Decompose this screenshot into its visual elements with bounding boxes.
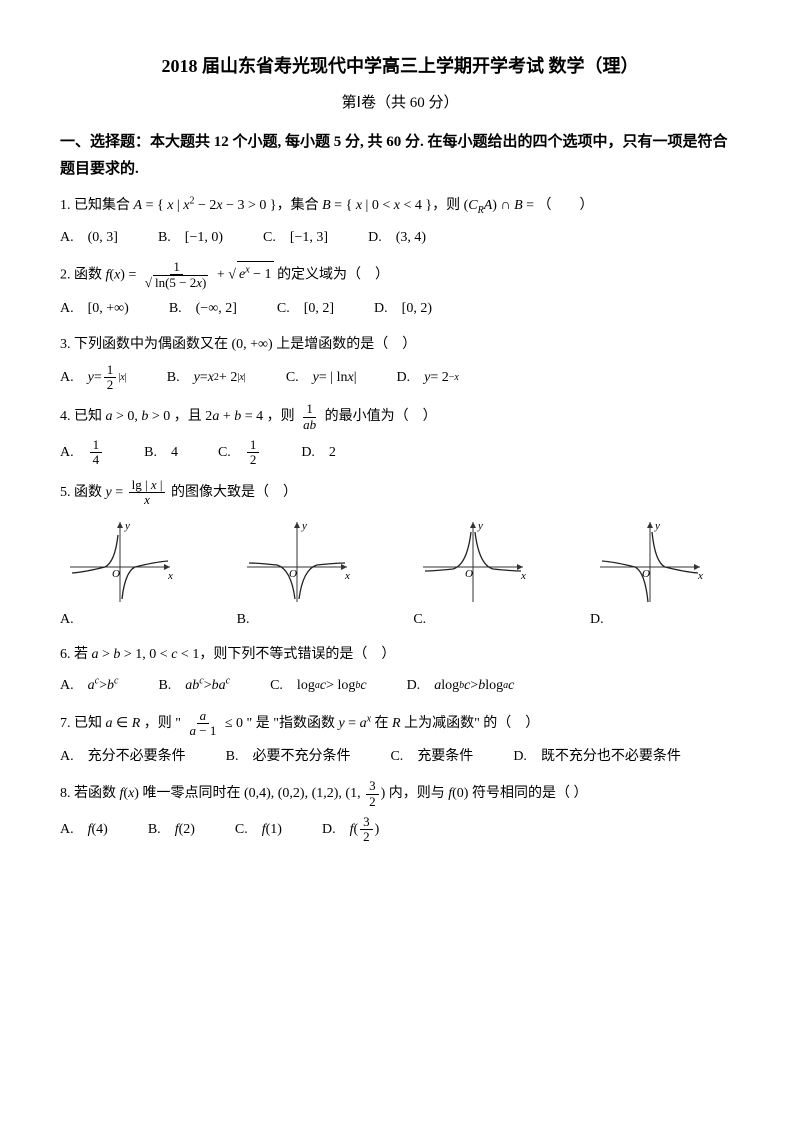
q5-labelC: C. (413, 607, 426, 632)
exam-title: 2018 届山东省寿光现代中学高三上学期开学考试 数学（理） (60, 50, 740, 82)
q5-labelA: A. (60, 607, 74, 632)
q2-optC[interactable]: C. [0, 2] (277, 296, 334, 321)
q5-labelB: B. (237, 607, 250, 632)
part-subtitle: 第Ⅰ卷（共 60 分） (60, 90, 740, 117)
svg-text:y: y (301, 520, 307, 532)
q1-options: A. (0, 3] B. [−1, 0) C. [−1, 3] D. (3, 4… (60, 225, 740, 250)
q1-optC[interactable]: C. [−1, 3] (263, 225, 328, 250)
q4-optB[interactable]: B. 4 (144, 438, 178, 468)
q6-text: 6. 若 a > b > 1, 0 < c < 1，则下列不等式错误的是（ ） (60, 642, 395, 667)
question-3: 3. 下列函数中为偶函数又在 (0, +∞) 上是增函数的是（ ） (60, 332, 740, 357)
section-header: 一、选择题：本大题共 12 个小题, 每小题 5 分, 共 60 分. 在每小题… (60, 129, 740, 183)
q3-optB[interactable]: B. y = x2 + 2|x| (167, 363, 246, 393)
q8-text: 8. 若函数 f(x) 唯一零点同时在 (0,4), (0,2), (1,2),… (60, 779, 587, 809)
q5-graphs: O x y A. O x y B. O x y (60, 517, 740, 632)
q7-optA[interactable]: A. 充分不必要条件 (60, 744, 186, 769)
q2-optA[interactable]: A. [0, +∞) (60, 296, 129, 321)
q3-optD[interactable]: D. y = 2−x (397, 363, 459, 393)
q1-optA[interactable]: A. (0, 3] (60, 225, 118, 250)
q4-optD[interactable]: D. 2 (301, 438, 336, 468)
question-8: 8. 若函数 f(x) 唯一零点同时在 (0,4), (0,2), (1,2),… (60, 779, 740, 809)
q5-text: 5. 函数 y = lg | x |x 的图像大致是（ ） (60, 478, 297, 508)
q2-options: A. [0, +∞) B. (−∞, 2] C. [0, 2] D. [0, 2… (60, 296, 740, 321)
q4-options: A. 14 B. 4 C. 12 D. 2 (60, 438, 740, 468)
question-4: 4. 已知 a > 0, b > 0 ，且 2a + b = 4 ，则 1ab … (60, 402, 740, 432)
q8-optC[interactable]: C. f(1) (235, 815, 282, 845)
svg-text:O: O (465, 568, 473, 580)
q2-optD[interactable]: D. [0, 2) (374, 296, 432, 321)
q8-optB[interactable]: B. f(2) (148, 815, 195, 845)
q1-optB[interactable]: B. [−1, 0) (158, 225, 223, 250)
q4-text: 4. 已知 a > 0, b > 0 ，且 2a + b = 4 ，则 1ab … (60, 402, 437, 432)
q7-optB[interactable]: B. 必要不充分条件 (226, 744, 351, 769)
q5-graph-C[interactable]: O x y C. (413, 517, 563, 632)
svg-text:y: y (654, 520, 660, 532)
q6-optC[interactable]: C. loga c > logb c (270, 673, 366, 698)
q7-optD[interactable]: D. 既不充分也不必要条件 (513, 744, 681, 769)
question-1: 1. 已知集合 A = { x | x2 − 2x − 3 > 0 }，集合 B… (60, 193, 740, 218)
q5-graph-B[interactable]: O x y B. (237, 517, 387, 632)
q6-optA[interactable]: A. ac > bc (60, 673, 118, 698)
svg-text:x: x (697, 570, 703, 582)
question-2: 2. 函数 f(x) = 1√ln(5 − 2x) + √ex − 1 的定义域… (60, 260, 740, 291)
q6-optD[interactable]: D. a logb c > b loga c (407, 673, 515, 698)
q8-optD[interactable]: D. f(32) (322, 815, 379, 845)
question-5: 5. 函数 y = lg | x |x 的图像大致是（ ） (60, 478, 740, 508)
q7-optC[interactable]: C. 充要条件 (390, 744, 473, 769)
q1-optD[interactable]: D. (3, 4) (368, 225, 426, 250)
q8-optA[interactable]: A. f(4) (60, 815, 108, 845)
svg-text:y: y (124, 520, 130, 532)
q6-options: A. ac > bc B. abc > bac C. loga c > logb… (60, 673, 740, 698)
q4-optC[interactable]: C. 12 (218, 438, 261, 468)
svg-text:y: y (477, 520, 483, 532)
q6-optB[interactable]: B. abc > bac (158, 673, 230, 698)
q3-optA[interactable]: A. y = 12|x| (60, 363, 127, 393)
q3-options: A. y = 12|x| B. y = x2 + 2|x| C. y = | l… (60, 363, 740, 393)
q3-optC[interactable]: C. y = | ln x | (286, 363, 357, 393)
q7-text: 7. 已知 a ∈ R ，则 " aa − 1 ≤ 0 " 是 "指数函数 y … (60, 709, 539, 739)
q3-text: 3. 下列函数中为偶函数又在 (0, +∞) 上是增函数的是（ ） (60, 332, 416, 357)
q7-options: A. 充分不必要条件 B. 必要不充分条件 C. 充要条件 D. 既不充分也不必… (60, 744, 740, 769)
q4-optA[interactable]: A. 14 (60, 438, 104, 468)
q1-text: 1. 已知集合 A = { x | x2 − 2x − 3 > 0 }，集合 B… (60, 193, 594, 218)
q2-text: 2. 函数 f(x) = 1√ln(5 − 2x) + √ex − 1 的定义域… (60, 260, 389, 291)
question-7: 7. 已知 a ∈ R ，则 " aa − 1 ≤ 0 " 是 "指数函数 y … (60, 709, 740, 739)
question-6: 6. 若 a > b > 1, 0 < c < 1，则下列不等式错误的是（ ） (60, 642, 740, 667)
svg-text:x: x (167, 570, 173, 582)
svg-text:O: O (112, 568, 120, 580)
q5-graph-D[interactable]: O x y D. (590, 517, 740, 632)
q8-options: A. f(4) B. f(2) C. f(1) D. f(32) (60, 815, 740, 845)
svg-text:x: x (520, 570, 526, 582)
q2-optB[interactable]: B. (−∞, 2] (169, 296, 237, 321)
svg-text:x: x (344, 570, 350, 582)
q5-graph-A[interactable]: O x y A. (60, 517, 210, 632)
q5-labelD: D. (590, 607, 604, 632)
